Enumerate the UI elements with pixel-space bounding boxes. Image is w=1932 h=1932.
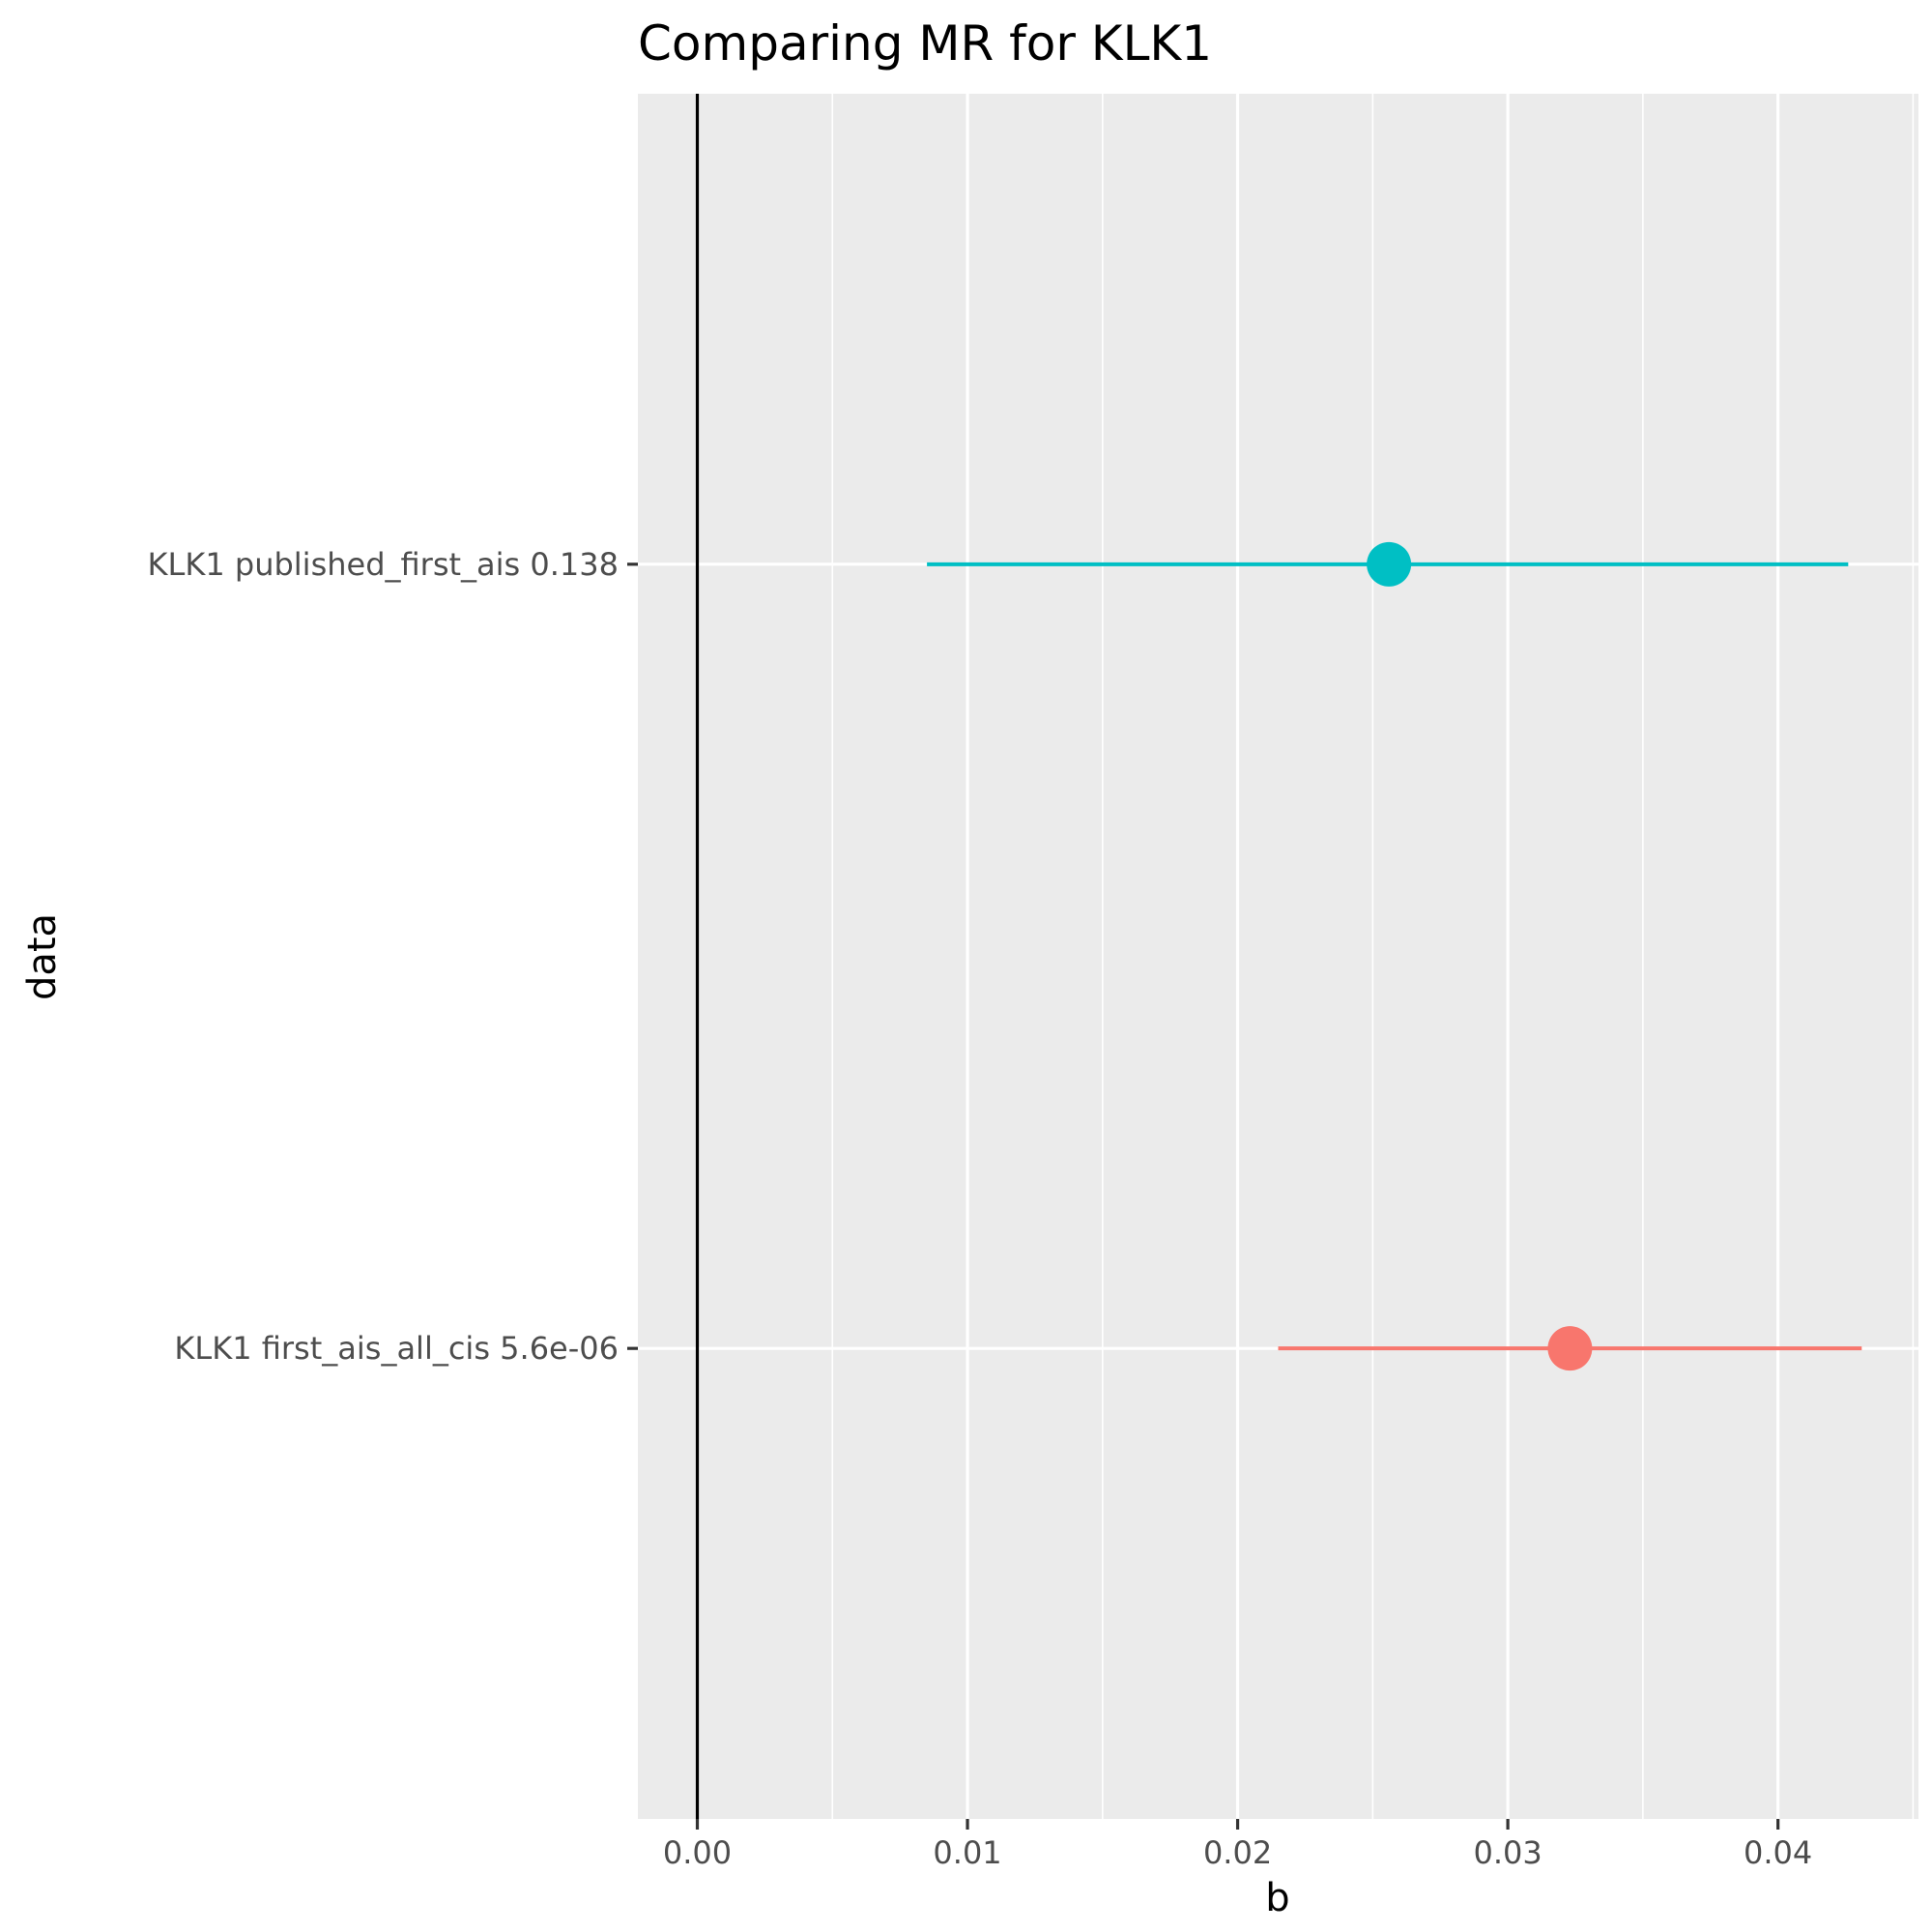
y-axis: KLK1 published_first_ais 0.138 KLK1 first… xyxy=(148,546,638,1367)
minor-gridlines xyxy=(831,94,1915,1819)
x-tick-label: 0.00 xyxy=(663,1834,732,1871)
estimate-point xyxy=(1367,541,1412,587)
x-tick-label: 0.02 xyxy=(1203,1834,1272,1871)
plot-panel xyxy=(638,94,1918,1819)
x-tick-label: 0.03 xyxy=(1473,1834,1542,1871)
x-tick-label: 0.04 xyxy=(1744,1834,1812,1871)
chart-title: Comparing MR for KLK1 xyxy=(638,15,1212,72)
estimate-point xyxy=(1547,1326,1593,1371)
x-axis: 0.00 0.01 0.02 0.03 0.04 xyxy=(663,1819,1812,1871)
x-axis-title: b xyxy=(1265,1876,1289,1920)
y-tick-label: KLK1 first_ais_all_cis 5.6e-06 xyxy=(174,1330,619,1367)
y-axis-title: data xyxy=(20,913,65,1000)
estimate-marks xyxy=(927,541,1862,1371)
x-tick-label: 0.01 xyxy=(933,1834,1001,1871)
y-tick-label: KLK1 published_first_ais 0.138 xyxy=(148,546,619,583)
